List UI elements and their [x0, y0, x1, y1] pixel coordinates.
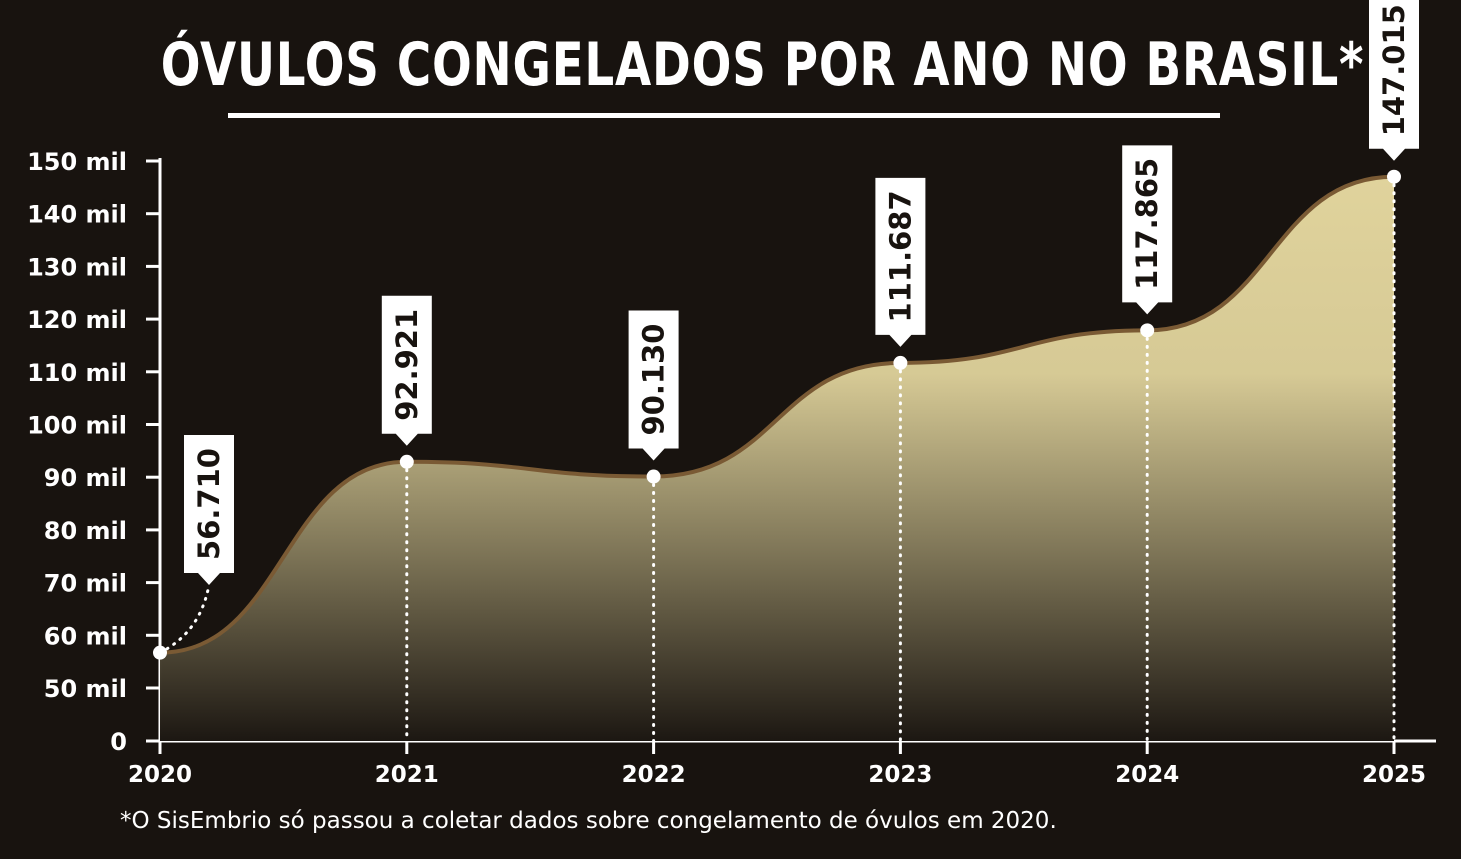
x-tick-label: 2023: [868, 762, 932, 788]
x-tick-label: 2022: [622, 762, 686, 788]
label-callout: [1122, 145, 1173, 315]
data-label-text: 111.687: [883, 190, 917, 322]
y-tick-label: 90 mil: [44, 464, 127, 492]
y-tick-label: 50 mil: [44, 675, 127, 703]
data-label: 147.015: [1369, 0, 1419, 161]
data-label: 92.921: [381, 295, 432, 446]
y-tick-label: 110 mil: [27, 359, 127, 387]
data-label: 117.865: [1122, 145, 1173, 315]
data-label: 90.130: [628, 310, 679, 461]
data-label-text: 92.921: [390, 309, 424, 421]
x-tick-label: 2020: [128, 762, 192, 788]
data-point: [1140, 323, 1155, 338]
x-tick-label: 2025: [1362, 762, 1426, 788]
data-point: [399, 454, 414, 469]
x-tick-labels: 2020 2021 2022 2023 2024 2025: [128, 741, 1426, 788]
data-label-text: 90.130: [637, 324, 671, 436]
data-points: [153, 169, 1401, 660]
chart-title: ÓVULOS CONGELADOS POR ANO NO BRASIL*: [160, 30, 1365, 100]
y-tick-labels: 0 50 mil 60 mil 70 mil 80 mil 90 mil 100 mil 11…: [27, 148, 160, 756]
title-underline: [228, 113, 1220, 118]
area-fill: [160, 176, 1394, 741]
data-point: [1387, 169, 1401, 184]
label-callout: [381, 295, 432, 446]
y-tick-label: 60 mil: [44, 622, 127, 650]
y-tick-label: 70 mil: [44, 570, 127, 598]
y-tick-label: 80 mil: [44, 517, 127, 545]
data-point: [893, 355, 908, 370]
data-label: 56.710: [184, 435, 234, 585]
x-tick-label: 2021: [375, 762, 439, 788]
data-label-text: 56.710: [192, 448, 226, 560]
label-callout: [1369, 0, 1419, 161]
label-callout: [184, 435, 234, 585]
y-tick-label: 150 mil: [27, 148, 127, 176]
y-tick-label: 140 mil: [27, 201, 127, 229]
label-callout: [875, 177, 926, 347]
label-callout: [628, 310, 679, 461]
footnote: *O SisEmbrio só passou a coletar dados s…: [120, 808, 1057, 834]
data-label-text: 147.015: [1377, 4, 1411, 136]
y-tick-label: 100 mil: [27, 412, 127, 440]
data-label: 111.687: [875, 177, 926, 347]
area-layer: [159, 174, 1395, 741]
x-tick-label: 2024: [1115, 762, 1179, 788]
y-tick-label: 0: [110, 728, 127, 756]
y-tick-label: 120 mil: [27, 306, 127, 334]
label-connector: [158, 583, 211, 655]
data-labels: 56.710 92.921 90.130 111.687 117.865 147.015: [158, 0, 1419, 655]
series-line: [159, 174, 1395, 655]
guide-lines: [405, 175, 1396, 743]
data-label-text: 117.865: [1130, 158, 1164, 290]
data-point: [646, 469, 661, 484]
y-tick-label: 130 mil: [27, 253, 127, 281]
